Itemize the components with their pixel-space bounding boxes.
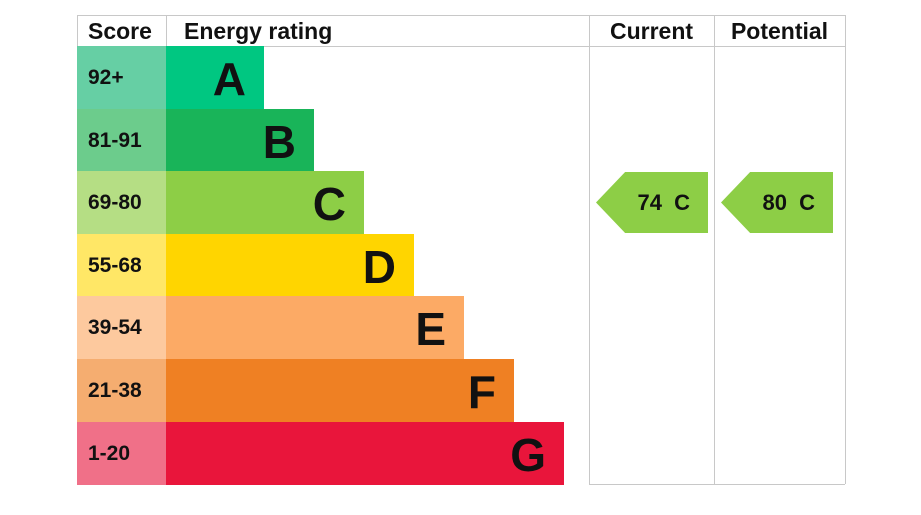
border-left (77, 15, 78, 46)
score-cell-b: 81-91 (77, 108, 166, 172)
border-right (845, 15, 846, 484)
potential-divider (714, 15, 715, 484)
score-cell-c: 69-80 (77, 171, 166, 235)
border-top (77, 15, 845, 16)
rating-bar-e: E (166, 296, 464, 360)
header-energy-rating: Energy rating (184, 18, 333, 44)
score-cell-f: 21-38 (77, 359, 166, 422)
current-divider (589, 15, 590, 484)
rating-bar-c: C (166, 171, 364, 235)
header-score: Score (88, 18, 152, 44)
score-cell-e: 39-54 (77, 296, 166, 360)
score-cell-a: 92+ (77, 46, 166, 109)
header-divider (77, 46, 845, 47)
header-current: Current (609, 18, 694, 44)
rating-bar-a: A (166, 46, 264, 109)
border-bottom (589, 484, 845, 485)
score-cell-g: 1-20 (77, 421, 166, 485)
rating-bar-f: F (166, 359, 514, 422)
rating-bar-d: D (166, 233, 414, 297)
rating-bar-g: G (166, 421, 564, 485)
rating-bar-b: B (166, 108, 314, 172)
current-rating-arrow: 74 C (596, 172, 708, 233)
score-cell-d: 55-68 (77, 233, 166, 297)
potential-rating-arrow: 80 C (721, 172, 833, 233)
header-potential: Potential (730, 18, 829, 44)
score-divider (166, 15, 167, 46)
